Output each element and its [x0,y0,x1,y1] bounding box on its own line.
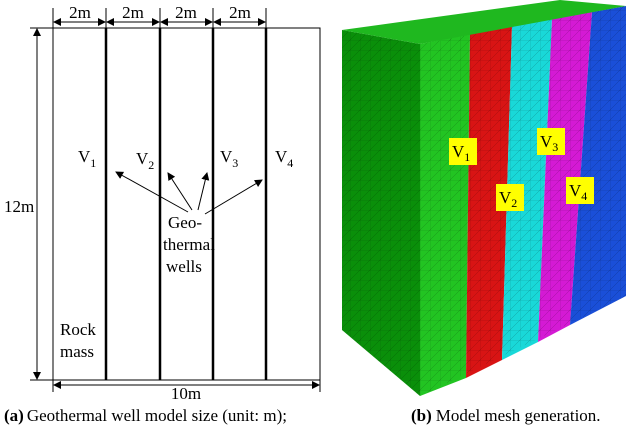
well-symbol: V [136,149,149,168]
well-label: V4 [275,147,293,170]
top-dimensions: 2m 2m 2m 2m [53,3,266,28]
well-label: V3 [220,147,238,170]
figure: 2m 2m 2m 2m 12m 10m V1 V2 V3 V4 Geo- the… [0,0,626,430]
caption-label: (b) [411,406,432,425]
well-index: 4 [287,156,293,170]
well-index: 4 [581,189,587,203]
dimension-label: 2m [69,3,91,22]
caption: (a)Geothermal well model size (unit: m); [4,406,287,425]
dimension-label: 2m [175,3,197,22]
well-symbol: V [569,181,582,200]
panel-b: V1 V2 V3 V4 [342,0,626,396]
caption-text: Geothermal well model size (unit: m); [27,406,287,425]
mesh-overlay [342,30,420,396]
width-label: 10m [171,384,201,403]
well-label: V1 [78,147,96,170]
region-label: mass [60,342,94,361]
caption: (b)Model mesh generation. [411,406,601,425]
well-index: 2 [511,196,517,210]
callout-text: Geo- [168,213,202,232]
caption-label: (a) [4,406,24,425]
well-symbol: V [540,132,553,151]
callout-text: wells [166,257,202,276]
height-label: 12m [4,197,34,216]
region-label: Rock [60,320,96,339]
callout-arrow [168,173,192,210]
callout-text: thermal [163,235,215,254]
well-label: V2 [136,149,154,172]
well-index: 2 [148,158,154,172]
callout-arrow [116,172,188,212]
caption-text: Model mesh generation. [436,406,601,425]
panel-a: 2m 2m 2m 2m 12m 10m V1 V2 V3 V4 Geo- the… [4,3,320,403]
dimension-label: 2m [229,3,251,22]
well-symbol: V [275,147,288,166]
dimension-label: 2m [122,3,144,22]
well-symbol: V [452,142,465,161]
page: {"panel_a": { "dimensions": {"segments":… [0,0,626,430]
well-symbol: V [499,188,512,207]
well-index: 3 [552,140,558,154]
well-symbol: V [220,147,233,166]
well-index: 1 [464,150,470,164]
well-index: 1 [90,156,96,170]
callout-arrow [198,173,207,210]
well-index: 3 [232,156,238,170]
well-symbol: V [78,147,91,166]
